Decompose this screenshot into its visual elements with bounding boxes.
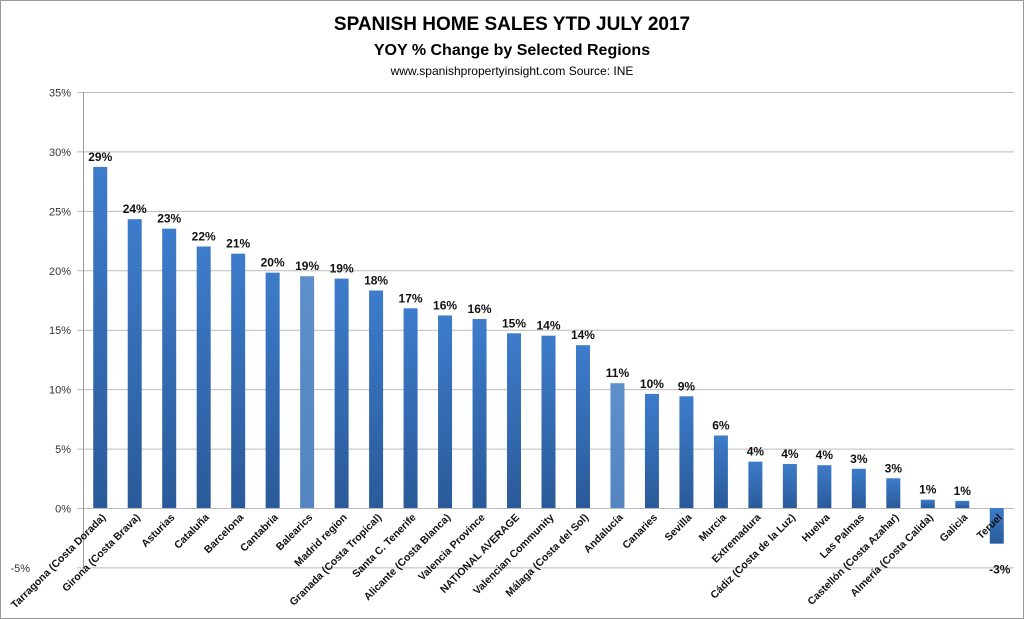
bar [748, 461, 763, 508]
data-label: 16% [433, 298, 457, 312]
data-label: 19% [330, 262, 354, 276]
data-label: 6% [712, 418, 730, 432]
data-label: 14% [571, 328, 595, 342]
bar [989, 508, 1004, 544]
bar [817, 465, 832, 508]
bar [782, 464, 797, 508]
y-tick-label: 0% [55, 504, 71, 516]
x-tick-label: Murcia [697, 512, 730, 545]
bar [851, 468, 866, 508]
chart-title: SPANISH HOME SALES YTD JULY 2017 [334, 14, 690, 35]
data-label: 19% [295, 259, 319, 273]
chart-subtitle: YOY % Change by Selected Regions [374, 42, 650, 59]
y-tick-label: 30% [49, 147, 71, 159]
bar [886, 478, 901, 508]
data-label: 4% [781, 447, 799, 461]
y-tick-label: 5% [55, 444, 71, 456]
bar [575, 345, 590, 508]
data-label: 1% [954, 484, 972, 498]
bar [231, 253, 246, 508]
y-tick-label: 15% [49, 325, 71, 337]
data-label: 16% [468, 302, 492, 316]
data-label: 24% [123, 202, 147, 216]
bar [644, 393, 659, 508]
bar [610, 383, 625, 508]
bar [300, 276, 315, 508]
data-label: 3% [850, 452, 868, 466]
bar [507, 333, 522, 508]
bar [127, 219, 142, 509]
data-label: 9% [678, 379, 696, 393]
chart-source: www.spanishpropertyinsight.com Source: I… [390, 64, 634, 78]
x-tick-label: Huelva [800, 512, 833, 545]
bar [334, 278, 349, 508]
data-label: 3% [885, 461, 903, 475]
data-label: 21% [226, 237, 250, 251]
bar [955, 500, 970, 508]
y-tick-label: 10% [49, 385, 71, 397]
data-label: 17% [399, 291, 423, 305]
y-tick-label: 20% [49, 266, 71, 278]
bar [93, 166, 108, 508]
data-label: 18% [364, 273, 388, 287]
x-tick-label: Cantabria [238, 512, 281, 555]
y-tick-label: -5% [10, 563, 30, 575]
bar [541, 335, 556, 508]
data-label: 20% [261, 256, 285, 270]
y-tick-label: 35% [49, 88, 71, 100]
x-tick-label: Sevilla [663, 512, 695, 544]
bar [679, 396, 694, 508]
bar [265, 272, 280, 508]
data-label: 22% [192, 230, 216, 244]
data-label: 14% [536, 319, 560, 333]
bar [438, 315, 453, 508]
data-label: 1% [919, 483, 937, 497]
bar [713, 435, 728, 508]
data-label: 11% [606, 366, 630, 380]
bar [196, 246, 211, 508]
data-label: 4% [816, 448, 834, 462]
x-tick-label: Canaries [620, 512, 660, 552]
x-tick-label: Santa C. Tenerife [350, 512, 419, 581]
bar [920, 499, 935, 508]
data-label: 10% [640, 377, 664, 391]
bar [369, 290, 384, 508]
data-label: -3% [989, 563, 1011, 577]
bar [162, 228, 177, 508]
data-label: 23% [157, 212, 181, 226]
bar [403, 308, 418, 508]
y-tick-label: 25% [49, 206, 71, 218]
data-label: 29% [88, 150, 112, 164]
data-label: 4% [747, 445, 765, 459]
x-tick-label: Galicia [938, 512, 971, 545]
data-label: 15% [502, 316, 526, 330]
bar [472, 319, 487, 508]
